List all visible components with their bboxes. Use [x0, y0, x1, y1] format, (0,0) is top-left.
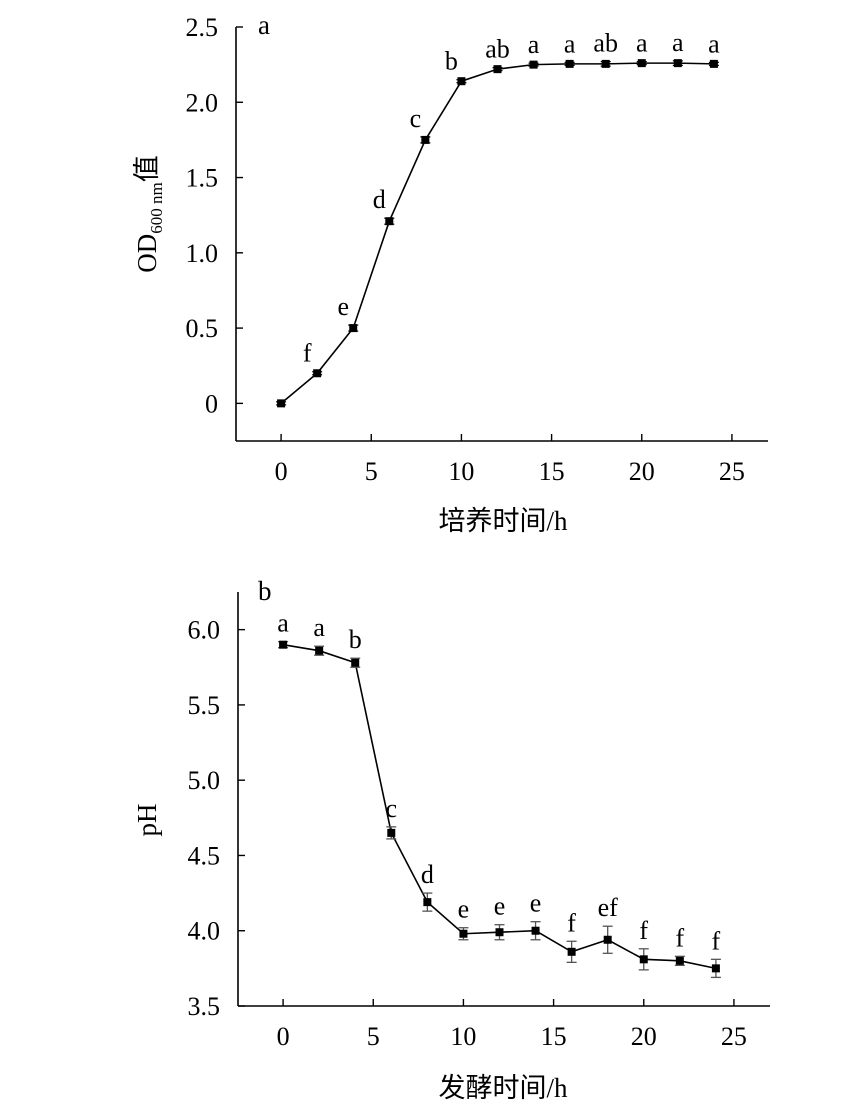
y-tick-label: 4.0 — [188, 917, 221, 946]
significance-letter: e — [494, 892, 506, 921]
x-tick-label: 20 — [629, 457, 655, 486]
significance-letter: a — [672, 28, 684, 57]
significance-letter: ef — [598, 893, 619, 922]
x-tick-label: 10 — [450, 1022, 476, 1051]
significance-letter: a — [564, 29, 576, 58]
series-line — [280, 62, 714, 404]
significance-letter: f — [303, 339, 312, 368]
significance-letter: f — [639, 916, 648, 945]
y-axis-title-a-main: OD — [132, 234, 162, 273]
data-point — [423, 898, 432, 907]
y-tick-label: 5.5 — [188, 691, 221, 720]
data-point — [351, 658, 360, 667]
y-tick-label: 4.5 — [188, 841, 221, 870]
data-point — [603, 935, 612, 944]
data-point — [567, 947, 576, 956]
y-tick-label: 6.0 — [188, 616, 221, 645]
data-point — [637, 59, 646, 68]
data-point — [601, 59, 610, 68]
significance-letter: ab — [593, 29, 618, 58]
data-point — [313, 369, 322, 378]
x-tick-label: 0 — [275, 457, 288, 486]
x-axis-title-b: 发酵时间/h — [438, 1073, 568, 1103]
data-point — [277, 399, 286, 408]
data-point — [279, 640, 288, 649]
significance-letter: a — [277, 609, 289, 638]
panel-label-a: a — [258, 10, 270, 40]
data-point — [675, 956, 684, 965]
x-axis-title-a: 培养时间/h — [438, 506, 568, 536]
significance-letter: a — [313, 613, 325, 642]
chart-b-series — [278, 640, 721, 979]
chart-b-ticks: 3.5 4.0 4.5 5.0 5.5 6.0 0 5 10 15 20 25 — [188, 616, 747, 1051]
data-point — [673, 59, 682, 68]
y-tick-label: 1.0 — [186, 239, 219, 268]
data-point — [495, 928, 504, 937]
significance-letter: f — [675, 923, 684, 952]
significance-letter: e — [337, 292, 349, 321]
x-tick-label: 15 — [539, 457, 565, 486]
y-tick-label: 3.5 — [188, 992, 221, 1021]
chart-a-series — [276, 59, 719, 408]
significance-letter: e — [530, 889, 542, 918]
y-tick-label: 1.5 — [186, 164, 219, 193]
significance-letter: c — [386, 794, 398, 823]
data-point — [639, 955, 648, 964]
data-point — [531, 926, 540, 935]
data-point — [709, 59, 718, 68]
y-tick-label: 2.5 — [186, 13, 219, 42]
data-point — [315, 646, 324, 655]
x-tick-label: 0 — [277, 1022, 290, 1051]
data-point — [711, 964, 720, 973]
data-point — [421, 135, 430, 144]
chart-a-axes — [235, 27, 768, 442]
chart-b-axes — [237, 592, 770, 1007]
x-tick-label: 5 — [365, 457, 378, 486]
significance-letter: b — [349, 625, 362, 654]
data-point — [529, 60, 538, 69]
x-tick-label: 20 — [631, 1022, 657, 1051]
x-tick-label: 15 — [541, 1022, 567, 1051]
y-axis-title-a-sub: 600 nm — [147, 182, 166, 233]
significance-letter: d — [373, 185, 386, 214]
data-point — [459, 929, 468, 938]
significance-letter: ab — [485, 35, 510, 64]
y-axis-title-a-suffix: 值 — [132, 155, 162, 182]
x-tick-label: 25 — [721, 1022, 747, 1051]
y-tick-label: 5.0 — [188, 766, 221, 795]
y-axis-title-b: pH — [132, 804, 162, 837]
data-point — [457, 77, 466, 86]
data-point — [387, 828, 396, 837]
significance-letter: c — [410, 104, 422, 133]
x-tick-label: 10 — [448, 457, 474, 486]
y-tick-label: 0.5 — [186, 314, 219, 343]
data-point — [493, 65, 502, 74]
significance-letter: a — [528, 30, 540, 59]
significance-letter: a — [636, 29, 648, 58]
significance-letter: a — [708, 29, 720, 58]
x-tick-label: 5 — [367, 1022, 380, 1051]
data-point — [385, 217, 394, 226]
significance-letter: d — [421, 860, 434, 889]
data-point — [565, 59, 574, 68]
y-tick-label: 2.0 — [186, 88, 219, 117]
x-tick-label: 25 — [719, 457, 745, 486]
panel-label-b: b — [258, 576, 272, 606]
y-tick-label: 0 — [205, 389, 218, 418]
significance-letter: f — [712, 926, 721, 955]
chart-a-ticks: 0 0.5 1.0 1.5 2.0 2.5 0 5 10 15 20 25 — [186, 13, 745, 486]
significance-letter: e — [458, 895, 470, 924]
data-point — [349, 324, 358, 333]
y-axis-title-a: OD600 nm值 — [132, 155, 166, 272]
significance-letter: b — [445, 47, 458, 76]
significance-letter: f — [567, 908, 576, 937]
